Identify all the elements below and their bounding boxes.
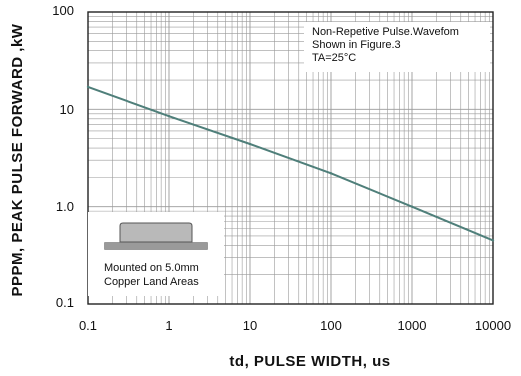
mounting-note-line-2: Copper Land Areas xyxy=(104,276,199,288)
y-tick-labels: 0.1 1.0 10 100 xyxy=(52,3,74,310)
plot-border xyxy=(87,11,494,305)
package-outline-icon xyxy=(104,222,208,250)
test-condition-line-1: Non-Repetive Pulse.Wavefom xyxy=(312,26,459,38)
x-tick-label: 10000 xyxy=(475,318,511,333)
x-tick-label: 100 xyxy=(320,318,342,333)
grid-lines xyxy=(87,12,493,305)
mounting-note-line-1: Mounted on 5.0mm xyxy=(104,262,199,274)
x-tick-label: 1000 xyxy=(398,318,427,333)
data-point xyxy=(86,85,90,89)
series-line-0 xyxy=(87,85,494,242)
data-point xyxy=(329,172,333,175)
test-condition-note-background xyxy=(304,22,490,72)
y-tick-label: 0.1 xyxy=(56,295,74,310)
x-tick-label: 1 xyxy=(165,318,172,333)
y-tick-label: 100 xyxy=(52,3,74,18)
data-point xyxy=(410,205,414,208)
y-tick-label: 10 xyxy=(60,102,74,117)
x-axis-label: td, PULSE WIDTH, us xyxy=(229,353,390,370)
plot-frame xyxy=(87,11,494,305)
test-condition-line-3: TA=25°C xyxy=(312,52,356,64)
x-tick-labels: 0.1 1 10 100 1000 10000 xyxy=(79,318,511,333)
data-point xyxy=(491,239,495,242)
test-condition-line-2: Shown in Figure.3 xyxy=(312,39,401,51)
test-condition-note: Non-Repetive Pulse.Wavefom Shown in Figu… xyxy=(304,22,490,72)
series-layer xyxy=(86,85,495,242)
data-point xyxy=(167,115,171,118)
y-axis-label: PPPM, PEAK PULSE FORWARD ,kW xyxy=(9,23,26,296)
mounting-note: Mounted on 5.0mm Copper Land Areas xyxy=(88,212,224,296)
x-tick-label: 0.1 xyxy=(79,318,97,333)
y-tick-label: 1.0 xyxy=(56,199,74,214)
data-point xyxy=(248,142,252,146)
x-tick-label: 10 xyxy=(243,318,257,333)
